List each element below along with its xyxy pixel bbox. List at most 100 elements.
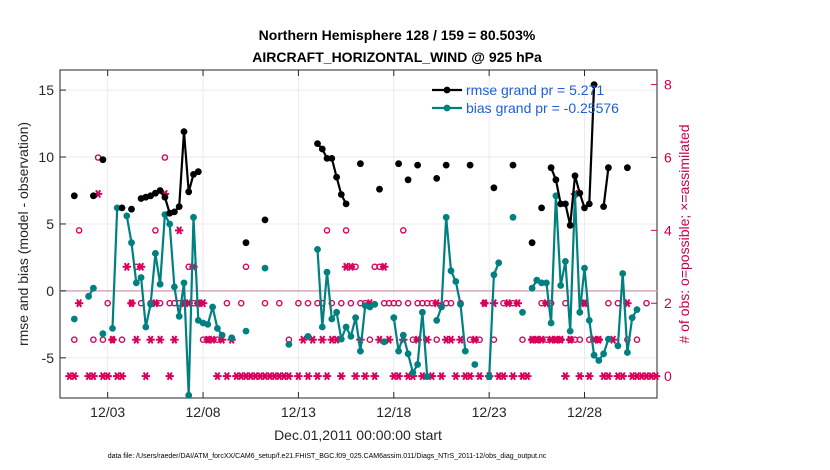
obs-assimilated-point [604,371,613,381]
rmse-point [490,184,498,192]
bias-point [175,312,183,320]
bias-point [109,325,116,332]
obs-assimilated-point [70,371,79,381]
axis-ticks [60,70,657,398]
obs-assimilated-point [470,335,479,344]
rmse-point [171,208,178,216]
bias-point [190,213,197,221]
rmse-point [357,160,364,168]
bias-point [509,213,517,221]
y-axis-label: rmse and bias (model - observation) [15,122,31,346]
rmse-point [600,203,607,211]
x-tick-label: 12/23 [472,404,507,420]
y2-tick-labels: 0 2 4 6 8 [664,77,672,385]
obs-assimilated-point [337,371,346,381]
y2-tick-label: 4 [664,222,672,238]
bias-point [624,349,631,356]
obs-assimilated-point [127,299,136,308]
bias-point [471,361,479,368]
bias-point [423,373,431,380]
rmse-point [337,191,345,198]
rmse-point [99,156,107,164]
obs-assimilated-point [174,226,184,235]
bias-point [447,267,455,275]
legend: rmse grand pr = 5.271 bias grand pr = -0… [432,82,619,116]
bias-point [156,280,164,288]
rmse-point [581,204,588,212]
obs-assimilated-point [556,335,565,344]
bias-point [490,271,498,279]
chart-subtitle: AIRCRAFT_HORIZONTAL_WIND @ 925 hPa [252,49,542,65]
bias-point [113,204,121,212]
rmse-point [547,164,555,172]
rmse-point [318,145,326,153]
obs-possible-point [337,299,345,307]
obs-possible-point [161,154,169,161]
bias-point [318,323,326,331]
rmse-point [395,160,402,168]
bias-point [519,308,526,316]
rmse-point [566,221,574,229]
obs-assimilated-point [170,335,179,344]
rmse-point [605,164,612,172]
bias-point [218,331,226,339]
bias-point [485,373,493,380]
bias-point [442,213,450,221]
obs-possible-point [519,336,526,344]
bias-point [543,279,550,287]
obs-assimilated-point [437,371,446,381]
bias-point [605,335,612,343]
bias-point [566,327,574,335]
y2-tick-label: 6 [664,149,672,165]
rmse-point [414,161,421,169]
y2-tick-label: 2 [664,295,672,311]
bias-point [152,250,159,257]
bias-point [99,330,107,338]
bias-point [628,314,636,322]
obs-possible-point [633,336,641,344]
bias-point [90,284,97,292]
y2-tick-label: 8 [664,77,672,93]
y-tick-labels: -5 0 5 10 15 [38,82,54,366]
bias-point [123,212,131,220]
rmse-point [538,204,545,212]
obs-assimilated-point [451,371,460,381]
legend-bias-label: bias grand pr = -0.25576 [466,100,619,116]
obs-assimilated-point [318,335,327,344]
bias-point [390,314,398,322]
obs-assimilated-point [303,371,313,381]
obs-possible-point [104,299,111,307]
bias-point [85,292,92,300]
obs-assimilated-point [122,262,132,271]
obs-possible-point [275,299,283,307]
y-tick-label: 10 [38,149,54,165]
bias-point [461,347,469,355]
obs-assimilated-point [308,335,317,344]
obs-possible-point [242,263,250,271]
x-tick-label: 12/18 [376,404,411,420]
rmse-point [70,192,78,200]
obs-assimilated-point [213,371,222,381]
legend-bias-marker [443,104,451,112]
obs-possible-point [118,336,126,344]
rmse-point [562,200,569,208]
rmse-point [571,172,579,180]
bias-point [209,303,217,311]
rmse-point [333,173,340,181]
bias-point [242,327,250,335]
bias-point [323,268,331,276]
rmse-point [156,187,164,194]
bias-point [137,274,145,281]
bias-point [452,278,460,285]
bias-point [409,369,417,376]
rmse-point [342,200,350,208]
bias-point [185,391,193,399]
obs-possible-point [433,336,441,344]
bias-point [304,333,312,340]
rmse-point [557,200,565,208]
obs-assimilated-point [132,335,141,344]
obs-assimilated-point [74,299,84,308]
x-tick-labels: 12/03 12/08 12/13 12/18 12/23 12/28 [90,404,602,420]
obs-possible-series [71,154,650,344]
